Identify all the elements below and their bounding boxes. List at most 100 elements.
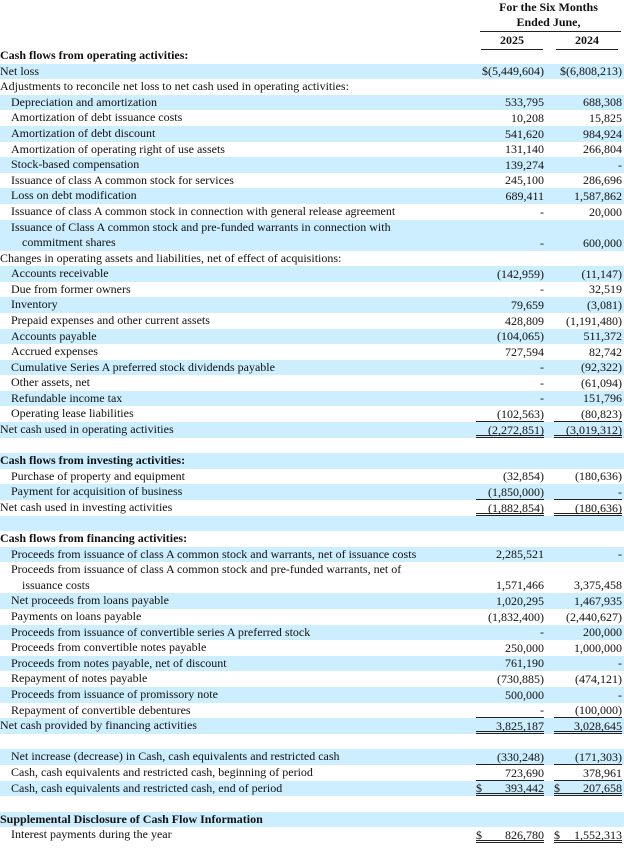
value-2025: (142,959): [476, 267, 544, 282]
value-2025: 3,825,187: [476, 719, 544, 734]
row-label-continuation: commitment shares: [22, 235, 116, 250]
value-2024: $1,552,313: [554, 828, 622, 843]
value-2025: 500,000: [476, 688, 544, 703]
amount: 1,467,935: [574, 594, 622, 608]
value-2024: (61,094): [554, 376, 622, 391]
row-label-text: Other assets, net: [11, 375, 90, 390]
row-label: Stock-based compensation: [11, 157, 139, 173]
value-2025: 10,208: [476, 111, 544, 126]
value-2024: (92,322): [554, 360, 622, 375]
period-header-line1: For the Six Months: [499, 0, 598, 14]
table-row: Cumulative Series A preferred stock divi…: [0, 359, 624, 376]
section-heading: Cash flows from financing activities:: [0, 531, 187, 547]
value-2025: (730,885): [476, 672, 544, 687]
row-label-text: Refundable income tax: [11, 390, 123, 405]
row-label: Payment for acquisition of business: [11, 484, 182, 500]
table-row: Changes in operating assets and liabilit…: [0, 251, 624, 267]
amount: 541,620: [505, 126, 544, 141]
row-label-text: Inventory: [11, 297, 58, 312]
amount: (3,081): [587, 297, 622, 312]
value-2025: 245,100: [476, 173, 544, 188]
row-label: Cash, cash equivalents and restricted ca…: [11, 765, 313, 781]
row-label: Proceeds from issuance of promissory not…: [11, 687, 218, 703]
row-label-text: Issuance of Class A common stock and pre…: [11, 219, 391, 234]
row-label-text: Cash flows from investing activities:: [0, 453, 186, 468]
value-2025: -: [476, 703, 544, 719]
amount: 761,190: [505, 656, 544, 671]
value-2024: (80,823): [554, 407, 622, 423]
row-label-text: Proceeds from issuance of class A common…: [11, 562, 402, 577]
row-label: Amortization of operating right of use a…: [11, 142, 225, 158]
row-label-text: Cash, cash equivalents and restricted ca…: [11, 780, 283, 795]
value-2025: $(5,449,604): [476, 64, 544, 79]
table-row: Proceeds from issuance of class A common…: [0, 562, 624, 593]
table-row: Payment for acquisition of business (1,85…: [0, 484, 624, 501]
amount: 286,696: [583, 173, 622, 188]
amount: -: [540, 282, 544, 297]
row-label: Inventory: [11, 297, 58, 313]
value-2024: (3,081): [554, 298, 622, 313]
value-2024: 688,308: [554, 95, 622, 110]
table-row: Net cash used in operating activities (2,…: [0, 422, 624, 438]
value-2024: 511,372: [554, 329, 622, 344]
amount: 1,020,295: [496, 594, 544, 608]
value-2024: 3,375,458: [554, 578, 622, 593]
value-2024: 20,000: [554, 205, 622, 220]
value-2024: (11,147): [554, 267, 622, 282]
period-header-line2: Ended June,: [516, 15, 581, 29]
value-2025: 723,690: [476, 766, 544, 781]
value-2024: (180,636): [554, 501, 622, 516]
amount: 984,924: [583, 126, 622, 141]
amount: (730,885): [497, 671, 544, 686]
value-2025: -: [476, 236, 544, 251]
row-label-text: Depreciation and amortization: [11, 94, 157, 109]
amount: 1,000,000: [574, 640, 622, 655]
amount: (1,191,480): [566, 313, 622, 328]
table-row: Supplemental Disclosure of Cash Flow Inf…: [0, 811, 624, 828]
table-row: Net loss $(5,449,604) $(6,808,213): [0, 63, 624, 80]
value-2024: 151,796: [554, 391, 622, 406]
value-2024: (2,440,627): [554, 610, 622, 625]
row-label: Repayment of convertible debentures: [11, 703, 191, 719]
amount: 3,028,645: [574, 718, 622, 733]
table-row: Cash, cash equivalents and restricted ca…: [0, 765, 624, 781]
value-2024: 600,000: [554, 236, 622, 251]
value-2024: (100,000): [554, 703, 622, 719]
row-label: Cash, cash equivalents and restricted ca…: [11, 781, 282, 797]
value-2025: 2,285,521: [476, 547, 544, 562]
amount: -: [540, 360, 544, 375]
row-label: Loss on debt modification: [11, 188, 137, 204]
amount: 207,658: [583, 781, 622, 796]
amount: 131,140: [505, 142, 544, 157]
row-label: Cumulative Series A preferred stock divi…: [11, 360, 275, 376]
value-2025: -: [476, 391, 544, 406]
value-2025: (32,854): [476, 469, 544, 484]
value-2024: -: [554, 688, 622, 703]
value-2024: 378,961: [554, 766, 622, 781]
row-label-text: Net loss: [0, 63, 39, 78]
column-header-2024: 2024: [556, 33, 618, 50]
row-label-text: Net cash used in operating activities: [0, 422, 174, 437]
amount: 2,285,521: [496, 547, 544, 562]
currency-symbol: $: [476, 827, 482, 842]
amount: -: [540, 703, 544, 718]
amount: 723,690: [505, 765, 544, 780]
row-label: Due from former owners: [11, 282, 131, 298]
row-label-text: Net increase (decrease) in Cash, cash eq…: [11, 749, 340, 764]
row-label-text: Issuance of class A common stock in conn…: [11, 203, 396, 218]
value-2024: 1,467,935: [554, 594, 622, 609]
table-row: Purchase of property and equipment (32,85…: [0, 469, 624, 485]
value-2024: 32,519: [554, 282, 622, 297]
amount: (171,303): [575, 749, 622, 764]
amount: 82,742: [589, 344, 622, 359]
amount: (80,823): [581, 407, 622, 422]
table-row: Issuance of Class A common stock and pre…: [0, 219, 624, 251]
amount: 378,961: [583, 765, 622, 780]
row-label-text: Cash flows from financing activities:: [0, 531, 188, 546]
amount: 600,000: [583, 235, 622, 250]
amount: (180,636): [575, 469, 622, 484]
value-2025: $393,442: [476, 781, 544, 797]
table-row: Due from former owners - 32,519: [0, 282, 624, 298]
row-label: Issuance of class A common stock in conn…: [11, 204, 395, 220]
value-2024: 3,028,645: [554, 719, 622, 734]
